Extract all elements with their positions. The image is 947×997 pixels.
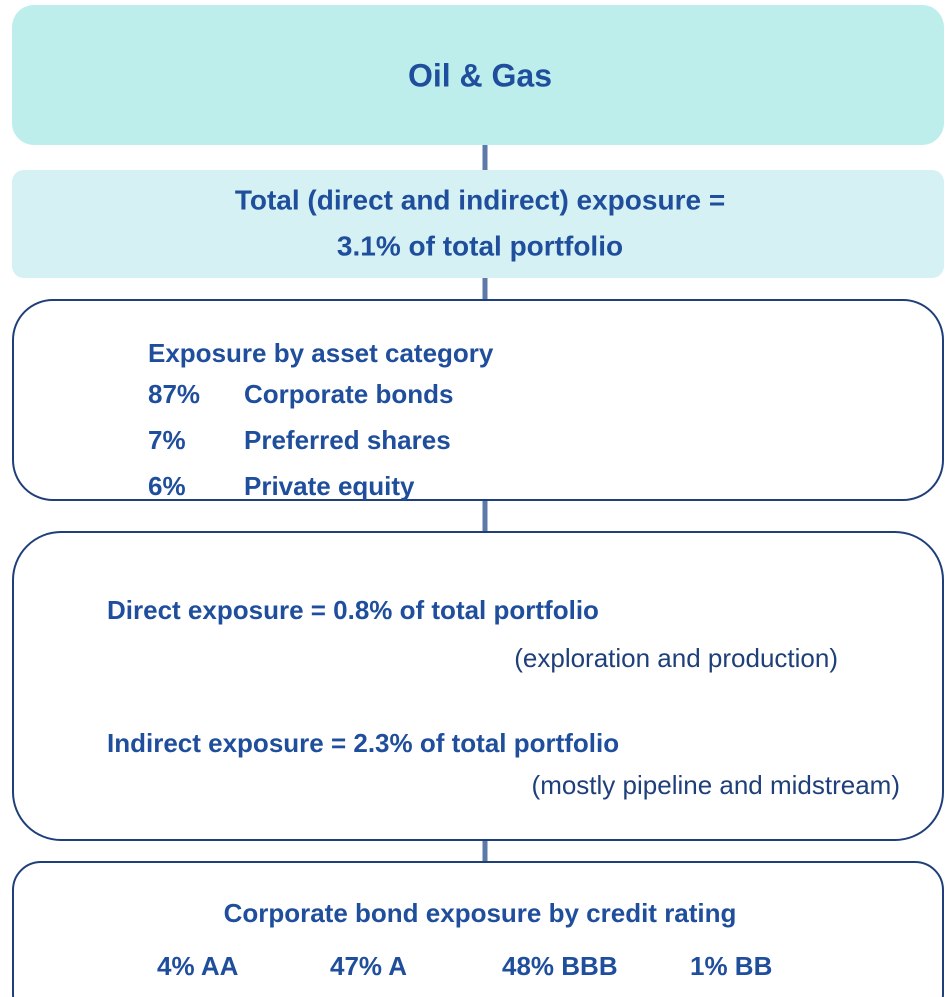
direct-note: (exploration and production) [514, 643, 838, 673]
rating-item: 4% AA [157, 951, 239, 981]
asset-label: Preferred shares [244, 425, 451, 455]
asset-percent: 6% [148, 471, 186, 501]
total-line: Total (direct and indirect) exposure = [235, 184, 725, 215]
asset-label: Corporate bonds [244, 379, 453, 409]
rating-item: 1% BB [690, 951, 772, 981]
asset-box [12, 299, 944, 501]
asset-heading: Exposure by asset category [148, 338, 494, 368]
asset-percent: 87% [148, 379, 200, 409]
rating-item: 47% A [330, 951, 407, 981]
asset-percent: 7% [148, 425, 186, 455]
rating-item: 48% BBB [502, 951, 618, 981]
title-box [12, 5, 944, 145]
rating-heading: Corporate bond exposure by credit rating [224, 898, 737, 928]
title: Oil & Gas [408, 57, 552, 93]
total-box [12, 170, 944, 278]
direct-exposure: Direct exposure = 0.8% of total portfoli… [107, 595, 599, 625]
indirect-note: (mostly pipeline and midstream) [532, 770, 900, 800]
rating-box [12, 861, 944, 997]
exposure-box [12, 531, 944, 841]
indirect-exposure: Indirect exposure = 2.3% of total portfo… [107, 728, 619, 758]
total-line: 3.1% of total portfolio [337, 230, 623, 261]
asset-label: Private equity [244, 471, 415, 501]
